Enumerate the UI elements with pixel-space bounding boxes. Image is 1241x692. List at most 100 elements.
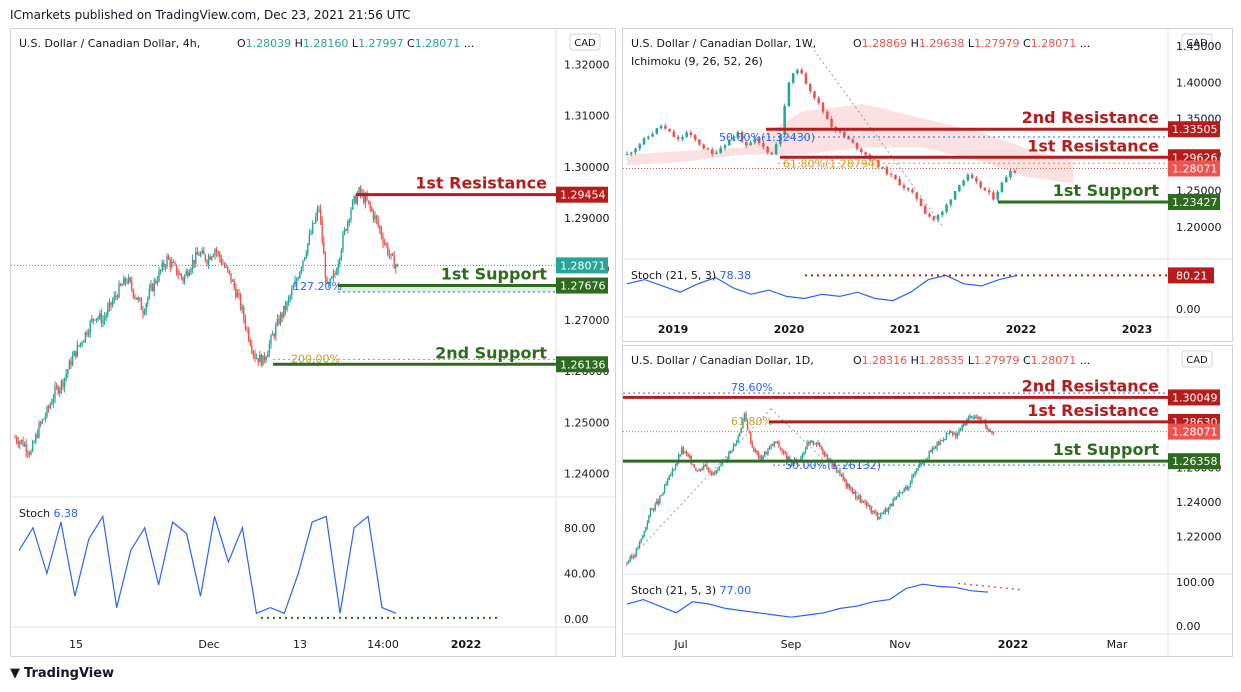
candle-body: [308, 234, 311, 244]
candle-body: [348, 219, 351, 222]
candle-body: [698, 139, 701, 145]
candle-body: [721, 461, 724, 466]
candle-body: [123, 278, 125, 286]
candle-body: [626, 562, 628, 564]
candle-body: [715, 470, 717, 473]
candle-body: [634, 556, 636, 558]
candle-body: [911, 475, 913, 483]
candle-body: [717, 469, 719, 471]
candle-body: [727, 139, 731, 146]
candle-body: [175, 264, 178, 274]
candle-body: [303, 257, 306, 261]
candle-body: [703, 465, 705, 469]
candle-body: [864, 152, 867, 155]
chart-svg-1w[interactable]: U.S. Dollar / Canadian Dollar, 1W, O1.288…: [623, 29, 1232, 341]
currency-badge-text: CAD: [1186, 38, 1208, 49]
candle-body: [996, 191, 999, 200]
fib-label: 61.80%(1.28794): [783, 157, 879, 170]
candle-body: [718, 466, 721, 470]
candle-body: [350, 209, 352, 220]
candle-body: [740, 428, 743, 433]
candle-body: [367, 200, 370, 203]
candle-body: [685, 132, 688, 137]
candle-body: [933, 447, 935, 449]
candle-body: [81, 342, 83, 344]
chart-panel-4h[interactable]: U.S. Dollar / Canadian Dollar, 4h, O1.280…: [10, 28, 616, 657]
candle-body: [145, 303, 147, 312]
candle-body: [983, 187, 987, 191]
candle-body: [964, 423, 966, 426]
candle-body: [111, 301, 114, 306]
candle-body: [207, 256, 210, 264]
chart-panel-1d[interactable]: U.S. Dollar / Canadian Dollar, 1D, O1.283…: [622, 345, 1233, 657]
candle-body: [291, 289, 293, 296]
candle-body: [657, 501, 660, 504]
candle-body: [199, 253, 202, 256]
candle-body: [800, 69, 803, 74]
candle-body: [917, 467, 919, 470]
level-label-resistance: 1st Resistance: [1027, 136, 1159, 155]
candle-body: [387, 245, 389, 255]
candle-body: [169, 259, 171, 267]
candle-body: [837, 470, 840, 472]
level-price-tag-text: 1.27676: [560, 280, 606, 293]
level-price-tag-text: 1.26136: [560, 358, 606, 371]
candle-body: [667, 479, 669, 484]
candle-body: [861, 501, 863, 503]
price-tick-label: 1.22000: [1176, 530, 1222, 543]
candle-body: [839, 470, 841, 475]
candle-body: [843, 131, 846, 137]
candle-body: [153, 280, 155, 292]
candle-body: [894, 174, 897, 179]
candle-body: [685, 452, 688, 454]
candle-body: [851, 489, 854, 494]
candle-body: [231, 280, 234, 282]
chart-svg-4h[interactable]: U.S. Dollar / Canadian Dollar, 4h, O1.280…: [11, 29, 615, 656]
stoch-tick-label: 0.00: [1176, 303, 1201, 316]
candle-body: [817, 442, 819, 445]
candle-body: [57, 386, 59, 394]
footer-brand[interactable]: ▼ TradingView: [10, 666, 114, 681]
candle-body: [815, 443, 818, 445]
candle-body: [278, 318, 280, 324]
candle-body: [641, 536, 644, 539]
candle-body: [825, 454, 827, 456]
candle-body: [230, 273, 232, 282]
last-price-tag-text: 1.28071: [1172, 426, 1218, 439]
candle-body: [315, 216, 317, 224]
candle-body: [102, 320, 104, 324]
ohlc-values: O1.28869 H1.29638 L1.27979 C1.28071 ...: [853, 37, 1090, 50]
candle-body: [760, 456, 763, 460]
candle-body: [928, 450, 930, 458]
price-tick-label: 1.45000: [1176, 40, 1222, 53]
ohlc-values: O1.28316 H1.28535 L1.27979 C1.28071 ...: [853, 354, 1090, 367]
candle-body: [324, 254, 327, 278]
candle-body: [710, 149, 714, 154]
candle-body: [246, 327, 248, 330]
candle-body: [767, 449, 769, 455]
candle-body: [966, 174, 970, 181]
candle-body: [634, 148, 637, 153]
candle-body: [655, 128, 659, 134]
price-tick-label: 1.31000: [564, 110, 610, 123]
candle-body: [143, 311, 146, 315]
level-label-resistance: 1st Resistance: [1027, 401, 1159, 420]
candle-body: [885, 167, 889, 175]
candle-body: [909, 482, 912, 488]
last-price-tag: [1168, 423, 1220, 440]
candle-body: [191, 259, 194, 269]
candle-body: [390, 253, 392, 256]
candle-body: [762, 143, 765, 147]
candle-body: [134, 296, 136, 298]
chart-panel-1w[interactable]: U.S. Dollar / Canadian Dollar, 1W, O1.288…: [622, 28, 1233, 342]
candle-body: [193, 259, 195, 264]
level-price-tag: [1168, 194, 1220, 211]
candle-body: [664, 125, 667, 129]
candle-body: [343, 229, 346, 234]
candle-body: [876, 513, 879, 519]
chart-svg-1d[interactable]: U.S. Dollar / Canadian Dollar, 1D, O1.283…: [623, 346, 1232, 656]
candle-body: [55, 386, 58, 388]
candle-body: [919, 198, 923, 207]
candle-body: [973, 416, 976, 418]
candle-body: [902, 185, 906, 189]
